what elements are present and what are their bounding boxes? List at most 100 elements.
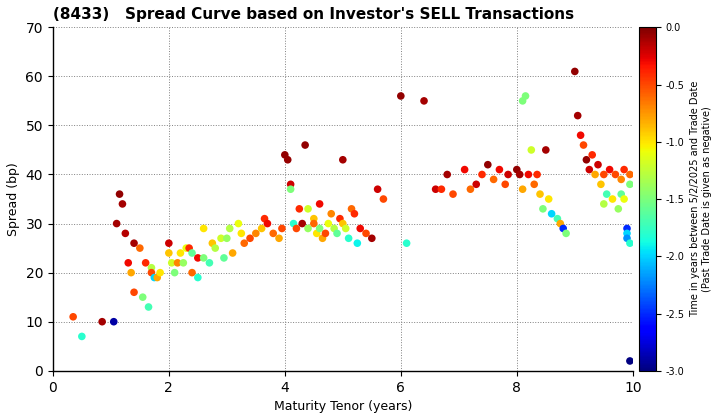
Point — [181, 245, 192, 252]
Point — [580, 156, 592, 163]
Point — [624, 181, 636, 188]
Point — [557, 225, 569, 232]
Point — [577, 142, 589, 148]
Point — [210, 245, 221, 252]
Point — [618, 166, 630, 173]
Point — [238, 240, 250, 247]
Point — [169, 269, 181, 276]
Point — [488, 176, 500, 183]
Point — [331, 230, 343, 237]
Point — [207, 240, 218, 247]
Point — [540, 147, 552, 153]
Point — [244, 235, 256, 242]
Point — [224, 225, 235, 232]
Point — [514, 171, 526, 178]
Point — [117, 201, 128, 207]
Point — [192, 274, 204, 281]
Point — [122, 260, 134, 266]
Point — [294, 205, 305, 212]
Point — [531, 171, 543, 178]
Point — [517, 97, 528, 104]
Point — [607, 196, 618, 202]
Point — [575, 132, 586, 139]
Point — [96, 318, 108, 325]
Point — [137, 294, 148, 301]
Point — [430, 186, 441, 193]
Point — [503, 171, 514, 178]
Point — [621, 235, 633, 242]
Point — [120, 230, 131, 237]
Point — [511, 166, 523, 173]
Point — [198, 225, 210, 232]
Point — [218, 255, 230, 261]
Point — [163, 249, 174, 256]
Point — [543, 196, 554, 202]
Point — [334, 215, 346, 222]
Point — [500, 181, 511, 188]
Point — [552, 215, 563, 222]
Point — [523, 171, 534, 178]
Point — [418, 97, 430, 104]
Point — [343, 235, 354, 242]
Point — [258, 215, 270, 222]
Point — [520, 93, 531, 100]
Point — [348, 210, 360, 217]
Point — [354, 225, 366, 232]
Point — [76, 333, 88, 340]
Y-axis label: Time in years between 5/2/2025 and Trade Date
(Past Trade Date is given as negat: Time in years between 5/2/2025 and Trade… — [690, 81, 712, 317]
Point — [598, 171, 610, 178]
Point — [366, 235, 377, 242]
Point — [279, 152, 291, 158]
Point — [372, 186, 383, 193]
Point — [346, 205, 357, 212]
Point — [459, 166, 470, 173]
Point — [302, 225, 314, 232]
Point — [476, 171, 487, 178]
Point — [441, 171, 453, 178]
Point — [128, 240, 140, 247]
Point — [302, 205, 314, 212]
Point — [108, 318, 120, 325]
Point — [337, 156, 348, 163]
Point — [621, 230, 633, 237]
Point — [221, 235, 233, 242]
Point — [140, 260, 151, 266]
Point — [624, 240, 636, 247]
Point — [537, 205, 549, 212]
Point — [624, 357, 636, 364]
Point — [300, 142, 311, 148]
Point — [233, 220, 244, 227]
Point — [151, 274, 163, 281]
Point — [178, 260, 189, 266]
Point — [616, 176, 627, 183]
Point — [308, 215, 320, 222]
Point — [192, 255, 204, 261]
Point — [148, 274, 160, 281]
Point — [401, 240, 413, 247]
Point — [378, 196, 390, 202]
Point — [276, 225, 288, 232]
Point — [68, 313, 79, 320]
Point — [261, 220, 273, 227]
Point — [320, 230, 331, 237]
X-axis label: Maturity Tenor (years): Maturity Tenor (years) — [274, 400, 412, 413]
Point — [572, 112, 583, 119]
Point — [311, 230, 323, 237]
Point — [360, 230, 372, 237]
Point — [470, 181, 482, 188]
Point — [624, 171, 636, 178]
Point — [569, 68, 580, 75]
Point — [593, 161, 604, 168]
Point — [534, 191, 546, 197]
Point — [175, 249, 186, 256]
Point — [601, 191, 613, 197]
Point — [517, 186, 528, 193]
Point — [325, 210, 337, 217]
Point — [482, 161, 494, 168]
Point — [235, 230, 247, 237]
Point — [616, 191, 627, 197]
Point — [291, 225, 302, 232]
Point — [554, 220, 566, 227]
Point — [436, 186, 447, 193]
Point — [328, 225, 340, 232]
